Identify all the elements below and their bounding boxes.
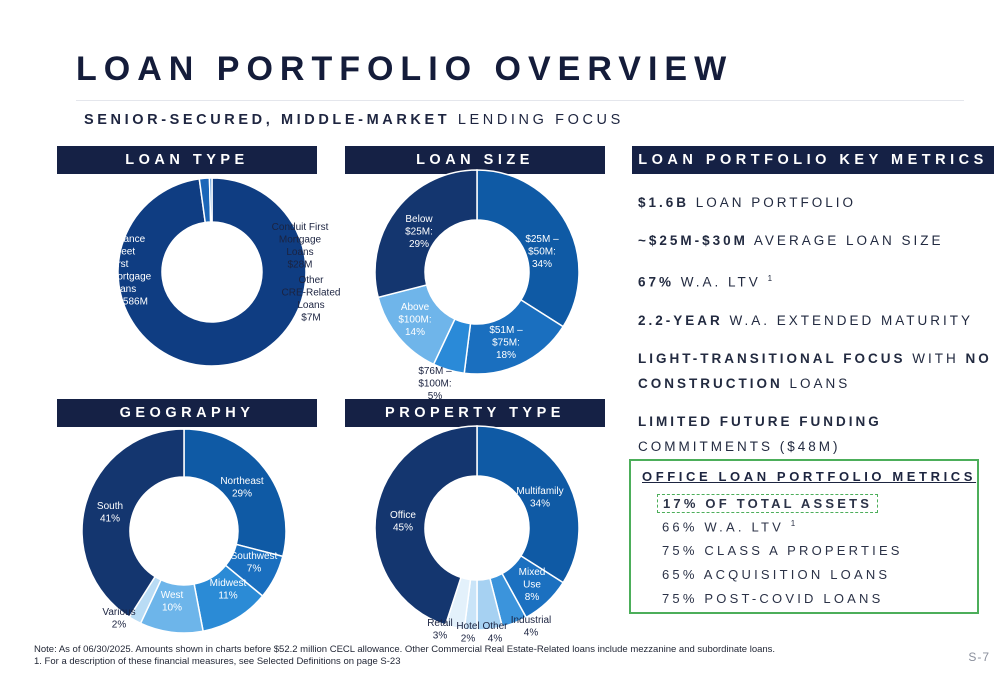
- property-type-slice-6: [374, 425, 478, 626]
- metric-value: LIGHT-TRANSITIONAL FOCUS: [638, 350, 906, 366]
- loan-size-label-1: $51M – $75M: 18%: [489, 325, 523, 361]
- geography-label-3: West 10%: [161, 590, 184, 614]
- loan-size-chart: $25M – $50M: 34% $51M – $75M: 18% $76M – $100M:…: [374, 169, 580, 402]
- subtitle-rest: LENDING FOCUS: [450, 112, 624, 128]
- geography-label-5: South 41%: [97, 501, 123, 525]
- property-type-label-4: Hotel 2%: [456, 621, 479, 645]
- loan-type-slice-0: [117, 177, 307, 367]
- loan-size-label-4: Below $25M: 29%: [405, 214, 433, 250]
- page-title: LOAN PORTFOLIO OVERVIEW: [76, 50, 734, 88]
- geography-chart: Northeast 29% Southwest 7% Midwest 11% West 10%…: [81, 428, 287, 634]
- office-metrics-title: OFFICE LOAN PORTFOLIO METRICS: [642, 469, 977, 484]
- metric-label: COMMITMENTS ($48M): [638, 438, 841, 454]
- footnote-marker: 1: [767, 274, 773, 283]
- loan-type-label-1: Conduit First Mortgage Loans $28M: [272, 222, 329, 271]
- footnote-note: Note: As of 06/30/2025. Amounts shown in…: [34, 644, 776, 655]
- office-metric-wa-ltv: 66% W.A. LTV 1: [662, 519, 795, 534]
- metric-wa-ltv: 67% W.A. LTV 1: [638, 266, 993, 295]
- metric-label: LOAN PORTFOLIO: [689, 195, 857, 210]
- key-metrics-header: LOAN PORTFOLIO KEY METRICS: [632, 146, 994, 174]
- property-type-label-2: Industrial 4%: [511, 615, 552, 639]
- metric-future-funding: LIMITED FUTURE FUNDING COMMITMENTS ($48M…: [638, 409, 993, 459]
- property-type-label-5: Retail 3%: [427, 618, 453, 642]
- office-metric-class-a: 75% CLASS A PROPERTIES: [662, 543, 903, 558]
- office-metric-label: 66% W.A. LTV: [662, 519, 784, 535]
- loan-type-label-2: Other CRE-Related Loans $7M: [282, 275, 341, 324]
- metric-value: ~$25M-$30M: [638, 233, 748, 248]
- metric-label: W.A. LTV: [674, 274, 761, 290]
- metric-value: $1.6B: [638, 195, 690, 210]
- page-number: S-7: [968, 650, 990, 664]
- metric-light-transitional: LIGHT-TRANSITIONAL FOCUS WITH NO CONSTRU…: [638, 346, 993, 396]
- metric-value-2: NO CONSTRUCTION: [638, 350, 992, 391]
- footnotes: Note: As of 06/30/2025. Amounts shown in…: [34, 644, 775, 668]
- metric-loan-portfolio: $1.6B LOAN PORTFOLIO: [638, 190, 993, 215]
- geography-label-4: Various 2%: [102, 607, 135, 631]
- property-type-header: PROPERTY TYPE: [345, 399, 605, 427]
- geography-slice-5: [81, 428, 185, 619]
- metric-value: LIMITED FUTURE FUNDING: [638, 413, 882, 429]
- geography-slice-0: [183, 428, 287, 558]
- office-metric-post-covid: 75% POST-COVID LOANS: [662, 591, 884, 606]
- metric-average-loan-size: ~$25M-$30M AVERAGE LOAN SIZE: [638, 228, 993, 253]
- metric-label-2: LOANS: [782, 375, 851, 391]
- geography-header: GEOGRAPHY: [57, 399, 317, 427]
- loan-size-label-3: Above $100M: 14%: [398, 302, 431, 338]
- property-type-label-0: Multifamily 34%: [516, 486, 563, 510]
- metric-label: AVERAGE LOAN SIZE: [747, 233, 944, 248]
- office-metric-acquisition: 65% ACQUISITION LOANS: [662, 567, 891, 582]
- office-metrics-box: OFFICE LOAN PORTFOLIO METRICS 17% OF TOT…: [629, 459, 979, 614]
- subtitle-bold: SENIOR-SECURED, MIDDLE-MARKET: [84, 112, 451, 128]
- loan-size-slice-4: [374, 169, 478, 299]
- title-divider: [76, 100, 964, 101]
- metric-label: WITH: [905, 350, 966, 366]
- loan-size-slice-0: [476, 169, 580, 328]
- footnote-definitions: 1. For a description of these financial …: [34, 656, 401, 667]
- key-metrics-list: $1.6B LOAN PORTFOLIO ~$25M-$30M AVERAGE …: [638, 190, 993, 472]
- page-subtitle: SENIOR-SECURED, MIDDLE-MARKET LENDING FO…: [84, 112, 624, 128]
- loan-type-chart: Balance Sheet First Mortgage Loans $1,586M Con…: [109, 177, 341, 367]
- metric-extended-maturity: 2.2-YEAR W.A. EXTENDED MATURITY: [638, 308, 993, 333]
- property-type-slice-0: [476, 425, 580, 584]
- geography-label-2: Midwest 11%: [210, 578, 247, 602]
- property-type-label-6: Office 45%: [390, 510, 416, 534]
- metric-value: 67%: [638, 274, 675, 290]
- footnote-marker: 1: [790, 519, 796, 528]
- property-type-label-3: Other 4%: [482, 621, 508, 645]
- geography-label-0: Northeast 29%: [220, 476, 264, 500]
- metric-label: W.A. EXTENDED MATURITY: [722, 312, 974, 328]
- geography-label-1: Southwest 7%: [231, 551, 278, 575]
- loan-size-label-0: $25M – $50M: 34%: [525, 234, 559, 270]
- loan-size-label-2: $76M – $100M: 5%: [418, 366, 452, 402]
- property-type-chart: Multifamily 34% Mixed Use 8% Industrial 4%Othe…: [374, 425, 580, 645]
- loan-type-label-0: Balance Sheet First Mortgage Loans $1,586M: [109, 234, 152, 308]
- loan-type-header: LOAN TYPE: [57, 146, 317, 174]
- metric-value: 2.2-YEAR: [638, 312, 723, 328]
- loan-type-slice-2: [208, 177, 213, 223]
- property-type-label-1: Mixed Use 8%: [519, 567, 546, 603]
- office-metric-total-assets: 17% OF TOTAL ASSETS: [657, 494, 879, 513]
